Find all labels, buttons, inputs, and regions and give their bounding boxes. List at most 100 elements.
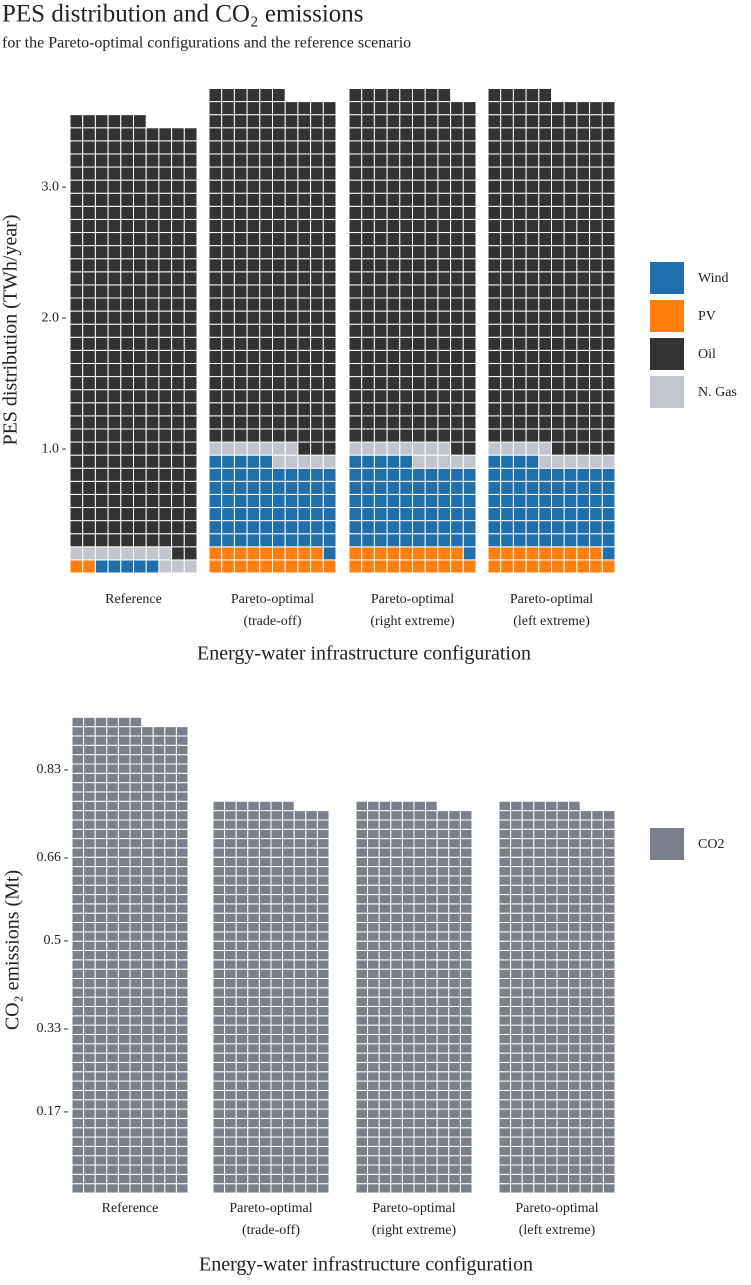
waffle-cell	[117, 1005, 131, 1017]
waffle-cell	[310, 101, 324, 116]
waffle-cell	[355, 847, 369, 858]
waffle-cell	[437, 114, 452, 129]
waffle-segment	[212, 800, 330, 1194]
waffle-cell	[448, 856, 461, 868]
waffle-cell	[94, 297, 109, 312]
waffle-cell	[293, 1173, 307, 1185]
waffle-cell	[270, 912, 284, 924]
waffle-cell	[424, 520, 439, 535]
waffle-cell	[83, 931, 96, 942]
waffle-cell	[538, 140, 552, 155]
waffle-cell	[459, 1089, 473, 1101]
waffle-cell	[525, 349, 540, 364]
waffle-cell	[361, 415, 375, 430]
waffle-cell	[145, 389, 160, 404]
waffle-cell	[171, 153, 185, 168]
waffle-cell	[579, 931, 593, 942]
waffle-cell	[94, 1108, 108, 1119]
waffle-cell	[284, 166, 299, 181]
waffle-cell	[175, 735, 189, 746]
waffle-cell	[164, 987, 177, 998]
waffle-cell	[556, 1089, 570, 1101]
waffle-cell	[175, 977, 189, 989]
waffle-cell	[401, 950, 415, 961]
waffle-cell	[591, 950, 604, 961]
waffle-cell	[83, 950, 96, 961]
waffle-cell	[141, 1164, 154, 1175]
waffle-cell	[390, 800, 403, 812]
waffle-cell	[258, 838, 272, 849]
waffle-cell	[450, 507, 464, 522]
waffle-cell	[235, 1173, 249, 1185]
waffle-cell	[378, 1005, 392, 1017]
waffle-cell	[413, 931, 427, 942]
waffle-cell	[412, 140, 426, 155]
waffle-cell	[361, 520, 375, 535]
waffle-cell	[602, 856, 616, 868]
waffle-cell	[437, 533, 452, 548]
waffle-cell	[270, 1005, 284, 1017]
waffle-cell	[348, 546, 363, 561]
waffle-cell	[348, 192, 363, 207]
waffle-cell	[579, 996, 593, 1007]
y-axis-title: PES distribution (TWh/year)	[0, 214, 22, 445]
waffle-cell	[556, 977, 570, 989]
waffle-cell	[355, 856, 369, 868]
waffle-cell	[579, 1127, 593, 1138]
waffle-cell	[233, 140, 248, 155]
waffle-cell	[367, 1183, 380, 1194]
waffle-cell	[556, 912, 570, 924]
waffle-cell	[589, 467, 603, 482]
waffle-cell	[258, 903, 272, 914]
waffle-cell	[437, 428, 452, 443]
waffle-cell	[235, 968, 249, 979]
waffle-cell	[297, 166, 312, 181]
waffle-cell	[69, 271, 84, 286]
waffle-cell	[94, 546, 109, 561]
waffle-cell	[450, 140, 464, 155]
waffle-cell	[551, 127, 565, 142]
waffle-cell	[258, 977, 272, 989]
waffle-cell	[107, 284, 122, 299]
waffle-cell	[355, 1108, 369, 1119]
waffle-cell	[487, 349, 502, 364]
waffle-cell	[390, 1052, 403, 1063]
waffle-cell	[361, 205, 375, 220]
waffle-cell	[401, 810, 415, 821]
waffle-cell	[107, 127, 122, 142]
waffle-cell	[247, 1015, 260, 1026]
waffle-cell	[462, 362, 477, 378]
waffle-cell	[401, 856, 415, 868]
waffle-cell	[378, 1061, 392, 1073]
waffle-cell	[316, 950, 330, 961]
waffle-segment	[208, 454, 337, 561]
waffle-cell	[158, 179, 173, 194]
waffle-cell	[425, 1043, 438, 1054]
waffle-cell	[576, 323, 591, 338]
waffle-cell	[348, 520, 363, 535]
waffle-cell	[348, 389, 363, 404]
waffle-cell	[246, 179, 261, 194]
waffle-cell	[129, 931, 143, 942]
waffle-cell	[117, 875, 131, 886]
waffle-cell	[601, 101, 616, 116]
waffle-cell	[401, 1033, 415, 1045]
waffle-cell	[459, 996, 473, 1007]
waffle-cell	[401, 996, 415, 1007]
waffle-cell	[316, 1071, 330, 1082]
waffle-cell	[568, 931, 581, 942]
waffle-cell	[373, 284, 388, 299]
waffle-cell	[386, 101, 401, 116]
waffle-cell	[579, 819, 593, 830]
waffle-segment	[348, 454, 477, 561]
waffle-cell	[373, 402, 388, 417]
waffle-cell	[117, 1043, 131, 1054]
waffle-cell	[556, 1024, 570, 1035]
waffle-cell	[551, 349, 565, 364]
waffle-cell	[83, 810, 96, 821]
waffle-cell	[233, 310, 248, 325]
waffle-cell	[533, 931, 546, 942]
waffle-cell	[233, 546, 248, 561]
waffle-cell	[601, 454, 616, 469]
waffle-cell	[322, 428, 337, 443]
